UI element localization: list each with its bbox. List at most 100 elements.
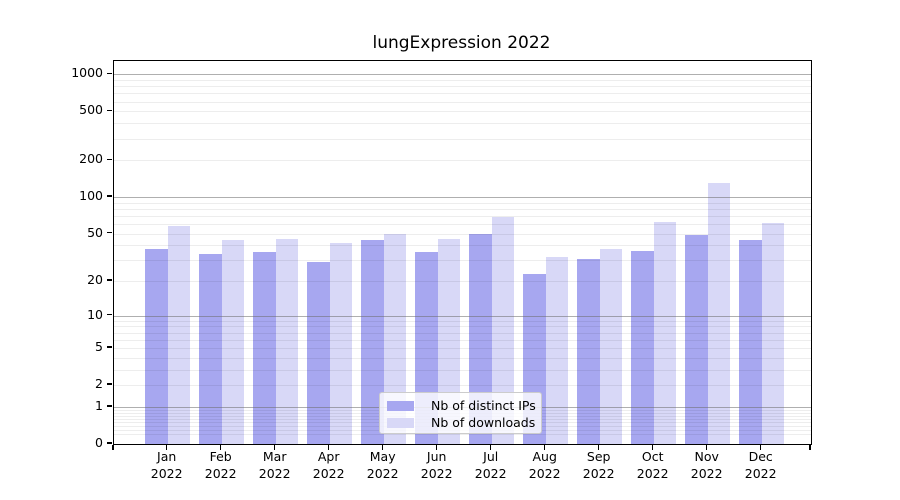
major-gridline-1000 xyxy=(114,74,811,76)
bar-downloads-jul xyxy=(491,217,515,444)
y-tick-5 xyxy=(107,346,112,348)
y-tick-100 xyxy=(107,195,112,197)
x-tick-label-jan: Jan 2022 xyxy=(150,449,183,481)
minor-gridline-300 xyxy=(114,138,811,140)
y-tick-50 xyxy=(107,231,112,234)
y-tick-label-1000: 1000 xyxy=(71,65,103,81)
x-tick-mar xyxy=(273,444,276,450)
legend-item-distinct-ips: Nb of distinct IPs xyxy=(387,397,541,414)
x-tick-oct xyxy=(651,444,654,450)
x-edge-tick-left xyxy=(112,444,114,450)
x-tick-label-dec: Dec 2022 xyxy=(744,449,777,481)
x-tick-jun xyxy=(435,444,438,450)
chart-title: lungExpression 2022 xyxy=(372,33,551,53)
bar-downloads-sep xyxy=(599,249,623,444)
bar-distinct-ips-sep xyxy=(577,258,600,444)
minor-gridline-7 xyxy=(114,332,811,334)
y-tick-label-500: 500 xyxy=(79,102,103,118)
bar-distinct-ips-dec xyxy=(739,240,762,444)
x-tick-nov xyxy=(705,444,708,450)
minor-gridline-800 xyxy=(114,86,811,88)
bar-distinct-ips-oct xyxy=(631,250,654,444)
y-tick-2 xyxy=(107,383,112,385)
bar-downloads-mar xyxy=(275,239,299,444)
x-tick-jan xyxy=(165,444,168,450)
y-tick-10 xyxy=(107,313,112,316)
minor-gridline-70 xyxy=(114,215,811,217)
minor-gridline-50 xyxy=(114,233,811,235)
y-tick-500 xyxy=(107,109,112,112)
minor-gridline-0.2 xyxy=(114,434,811,436)
bar-downloads-dec xyxy=(761,223,785,444)
bar-distinct-ips-nov xyxy=(685,234,708,444)
minor-gridline-60 xyxy=(114,224,811,226)
bar-distinct-ips-jan xyxy=(145,249,168,444)
bar-downloads-jan xyxy=(167,225,191,444)
x-tick-aug xyxy=(543,444,546,450)
legend-item-downloads: Nb of downloads xyxy=(387,414,541,431)
y-tick-0 xyxy=(107,442,112,444)
y-tick-label-5: 5 xyxy=(95,339,103,355)
minor-gridline-4 xyxy=(114,357,811,359)
x-tick-label-sep: Sep 2022 xyxy=(582,449,615,481)
x-tick-sep xyxy=(597,444,600,450)
x-tick-label-nov: Nov 2022 xyxy=(690,449,723,481)
minor-gridline-600 xyxy=(114,101,811,103)
minor-gridline-200 xyxy=(114,160,811,162)
bar-downloads-aug xyxy=(545,256,569,444)
x-tick-label-jul: Jul 2022 xyxy=(474,449,507,481)
y-tick-20 xyxy=(107,279,112,281)
x-tick-jul xyxy=(489,444,492,450)
bar-downloads-feb xyxy=(221,240,245,444)
x-tick-apr xyxy=(327,444,330,450)
bar-distinct-ips-feb xyxy=(199,253,222,444)
x-tick-label-mar: Mar 2022 xyxy=(258,449,291,481)
minor-gridline-500 xyxy=(114,111,811,113)
bar-downloads-may xyxy=(383,233,407,444)
minor-gridline-400 xyxy=(114,123,811,125)
bar-distinct-ips-apr xyxy=(307,262,330,444)
x-edge-tick-right xyxy=(809,444,811,450)
minor-gridline-5 xyxy=(114,348,811,350)
x-tick-label-may: May 2022 xyxy=(366,449,399,481)
minor-gridline-30 xyxy=(114,260,811,262)
minor-gridline-40 xyxy=(114,245,811,247)
y-tick-1 xyxy=(107,405,112,407)
minor-gridline-9 xyxy=(114,320,811,322)
x-tick-label-apr: Apr 2022 xyxy=(312,449,345,481)
y-tick-label-0: 0 xyxy=(95,435,103,450)
minor-gridline-2 xyxy=(114,385,811,387)
x-tick-may xyxy=(381,444,384,450)
bar-distinct-ips-may xyxy=(361,240,384,444)
x-tick-dec xyxy=(759,444,762,450)
minor-gridline-6 xyxy=(114,339,811,341)
plot-area xyxy=(113,60,812,445)
bar-distinct-ips-mar xyxy=(253,252,276,444)
y-tick-label-20: 20 xyxy=(87,272,103,288)
y-tick-label-1: 1 xyxy=(95,397,103,413)
legend-box: Nb of distinct IPs Nb of downloads xyxy=(379,392,542,434)
x-tick-label-feb: Feb 2022 xyxy=(204,449,237,481)
y-tick-label-10: 10 xyxy=(87,306,103,322)
minor-gridline-80 xyxy=(114,208,811,210)
y-tick-label-50: 50 xyxy=(87,224,103,240)
minor-gridline-900 xyxy=(114,80,811,81)
x-tick-label-oct: Oct 2022 xyxy=(636,449,669,481)
y-tick-label-2: 2 xyxy=(95,376,103,392)
legend-label-downloads: Nb of downloads xyxy=(431,414,536,430)
minor-gridline-3 xyxy=(114,369,811,371)
y-tick-label-100: 100 xyxy=(79,188,103,204)
y-tick-1000 xyxy=(107,72,112,75)
bar-distinct-ips-jul xyxy=(469,233,492,444)
major-gridline-10 xyxy=(114,315,811,317)
major-gridline-100 xyxy=(114,197,811,199)
legend-swatch-downloads xyxy=(387,417,414,428)
y-tick-label-200: 200 xyxy=(79,151,103,167)
bar-downloads-nov xyxy=(707,183,731,444)
minor-gridline-20 xyxy=(114,281,811,283)
minor-gridline-8 xyxy=(114,326,811,328)
x-tick-label-aug: Aug 2022 xyxy=(528,449,561,481)
minor-gridline-700 xyxy=(114,93,811,95)
minor-gridline-90 xyxy=(114,202,811,204)
